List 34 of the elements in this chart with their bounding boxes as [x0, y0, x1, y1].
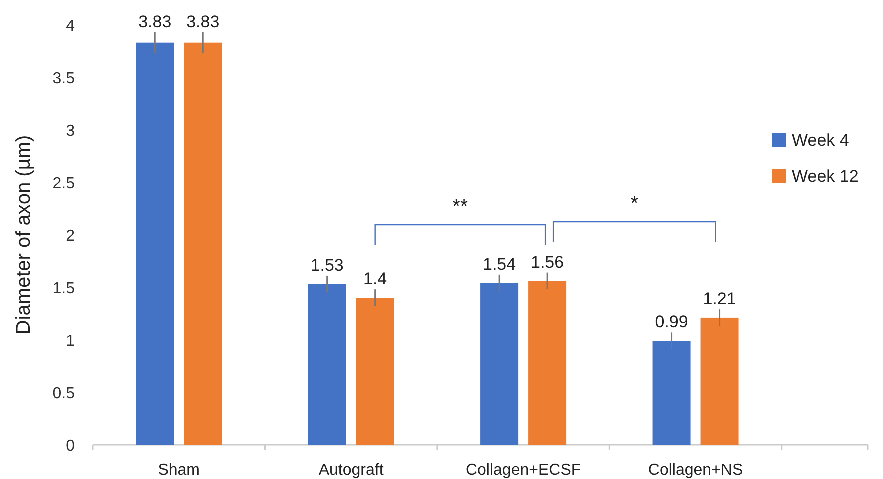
data-label: 1.21 — [703, 290, 736, 309]
y-tick-label: 1 — [66, 333, 76, 350]
bar — [184, 42, 222, 445]
y-tick-label: 0 — [66, 438, 76, 455]
y-tick-label: 2.5 — [52, 176, 76, 192]
bar — [700, 318, 739, 445]
annotation: ** — [452, 196, 468, 218]
x-tick-label: Sham — [158, 462, 200, 479]
y-tick-label: 4 — [66, 18, 76, 35]
x-tick-label: Autograft — [318, 462, 384, 479]
y-tick-label: 2 — [66, 228, 76, 245]
data-label: 1.56 — [531, 252, 564, 272]
data-label: 1.54 — [483, 254, 516, 274]
data-label: 3.83 — [138, 12, 172, 32]
bar — [652, 341, 691, 445]
legend-label: Week 4 — [792, 131, 850, 150]
bar — [356, 298, 394, 445]
y-tick-label: 3 — [66, 123, 76, 140]
bar — [528, 281, 567, 445]
data-label: 1.53 — [310, 256, 344, 275]
legend-label: Week 12 — [792, 167, 859, 186]
y-axis-title: Diameter of axon (µm) — [13, 135, 35, 335]
y-tick-label: 1.5 — [52, 280, 76, 298]
x-tick-label: Collagen+NS — [648, 462, 744, 479]
annotation: * — [630, 193, 639, 215]
x-tick-label: Collagen+ECSF — [466, 462, 582, 479]
bar — [480, 283, 519, 445]
data-label: 0.99 — [655, 312, 688, 332]
data-label: 1.4 — [364, 270, 388, 289]
data-label: 3.83 — [186, 12, 220, 32]
bar — [136, 42, 174, 445]
y-tick-label: 3.5 — [52, 70, 76, 88]
y-tick-label: 0.5 — [52, 386, 76, 402]
bar — [308, 284, 346, 445]
